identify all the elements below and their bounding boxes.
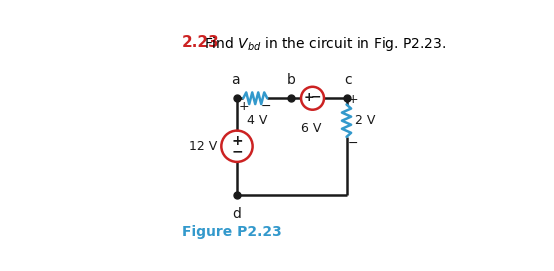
Text: a: a [232,73,240,87]
Text: +: + [304,91,314,104]
Text: −: − [311,91,321,104]
Text: 2.23: 2.23 [182,35,219,50]
Text: c: c [343,73,351,87]
Text: −: − [261,100,271,113]
Text: +: + [347,93,358,106]
Text: b: b [287,73,296,87]
Text: 6 V: 6 V [301,122,322,135]
Text: 4 V: 4 V [247,114,268,127]
Text: 12 V: 12 V [189,140,217,153]
Text: d: d [233,207,242,221]
Text: +: + [231,134,243,148]
Text: −: − [231,144,243,159]
Text: −: − [347,137,358,150]
Text: Figure P2.23: Figure P2.23 [182,225,281,239]
Text: +: + [239,100,250,113]
Text: 2 V: 2 V [355,114,375,127]
Text: Find $V_{bd}$ in the circuit in Fig. P2.23.: Find $V_{bd}$ in the circuit in Fig. P2.… [203,35,445,53]
